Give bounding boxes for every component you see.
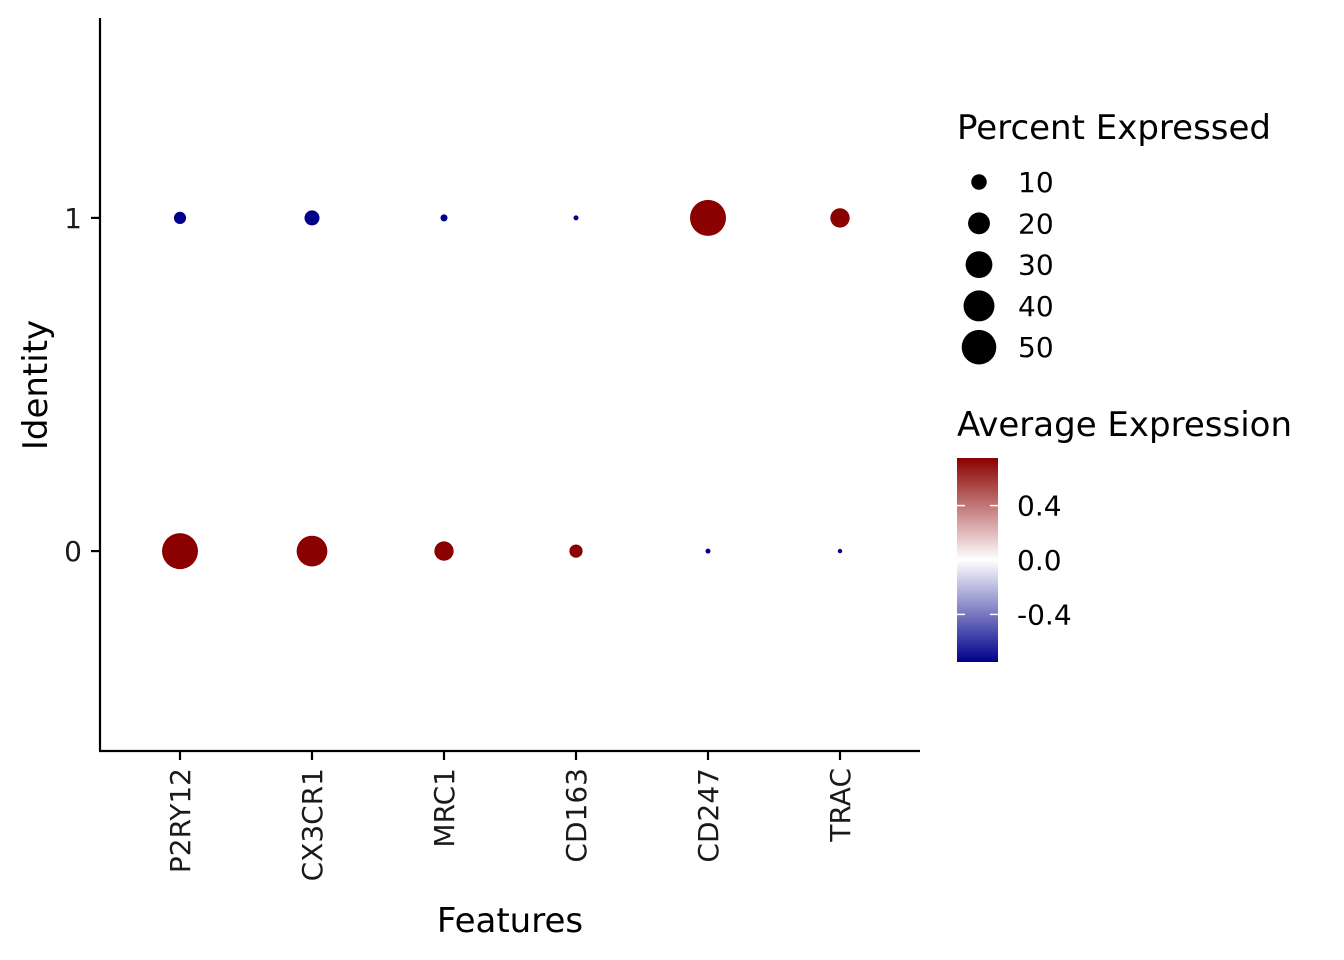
size-legend-items: 10 20 30 40 50 — [961, 166, 1054, 365]
size-legend-label: 10 — [1018, 166, 1054, 199]
dot-p2ry12-identity-0 — [162, 533, 198, 570]
size-legend-dot — [961, 329, 997, 365]
x-tick-label-mrc1: MRC1 — [428, 768, 461, 848]
dot-mrc1-identity-1 — [440, 214, 448, 222]
x-tick-label-cd163: CD163 — [560, 768, 593, 863]
size-legend-dot — [968, 212, 990, 235]
data-points — [162, 199, 850, 570]
size-legend-label: 50 — [1018, 331, 1054, 364]
size-legend-label: 30 — [1018, 249, 1054, 282]
dot-cx3cr1-identity-0 — [296, 535, 328, 567]
size-legend: Percent Expressed 10 20 30 40 50 — [957, 108, 1271, 365]
dot-cx3cr1-identity-1 — [304, 210, 320, 226]
y-tick-label: 1 — [64, 202, 82, 235]
dot-mrc1-identity-0 — [434, 541, 454, 561]
size-legend-title: Percent Expressed — [957, 108, 1271, 148]
x-axis-title: Features — [437, 901, 583, 941]
color-legend-label: 0.4 — [1017, 490, 1062, 523]
color-legend: Average Expression 0.4 0.0 -0.4 — [957, 405, 1292, 662]
dot-trac-identity-1 — [830, 208, 850, 228]
size-legend-dot — [965, 251, 993, 278]
x-tick-label-trac: TRAC — [824, 768, 857, 843]
dot-cd247-identity-1 — [690, 199, 726, 236]
dot-cd247-identity-0 — [705, 548, 711, 554]
color-legend-ticks: 0.4 0.0 -0.4 — [957, 490, 1072, 631]
y-axis-title: Identity — [16, 320, 56, 450]
color-legend-label: -0.4 — [1017, 598, 1072, 631]
size-legend-label: 20 — [1018, 207, 1054, 240]
dot-p2ry12-identity-1 — [173, 211, 187, 225]
dot-cd163-identity-0 — [569, 544, 583, 558]
y-axis-ticks: 01 — [64, 202, 100, 568]
size-legend-label: 40 — [1018, 290, 1054, 323]
size-legend-dot — [971, 174, 987, 190]
x-tick-label-p2ry12: P2RY12 — [164, 768, 197, 873]
y-tick-label: 0 — [64, 535, 82, 568]
color-legend-label: 0.0 — [1017, 544, 1062, 577]
x-axis-ticks: P2RY12 CX3CR1 MRC1 CD163 CD247 TRAC — [164, 751, 857, 881]
x-tick-label-cx3cr1: CX3CR1 — [296, 768, 329, 881]
size-legend-dot — [963, 290, 995, 322]
dot-cd163-identity-1 — [573, 215, 579, 221]
dot-trac-identity-0 — [837, 548, 843, 554]
color-legend-title: Average Expression — [957, 405, 1292, 445]
x-tick-label-cd247: CD247 — [692, 768, 725, 863]
